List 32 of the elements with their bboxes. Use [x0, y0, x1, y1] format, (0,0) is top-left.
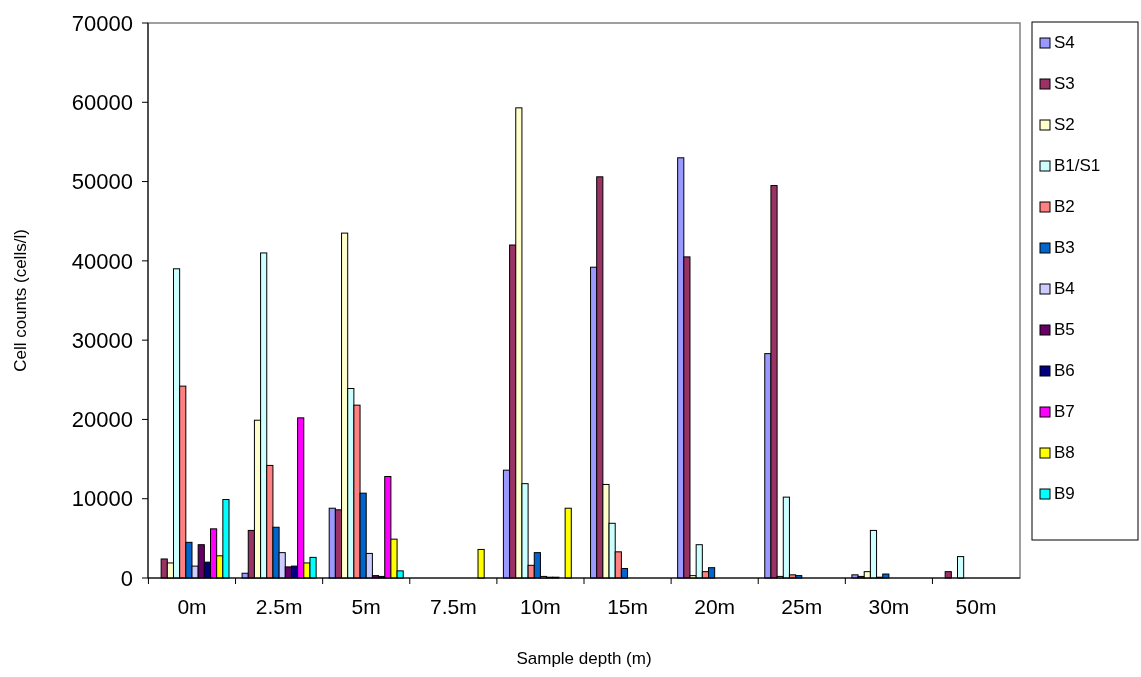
legend-label: B2 — [1054, 197, 1075, 216]
y-tick-label: 20000 — [71, 407, 133, 433]
x-tick-label: 5m — [351, 595, 381, 618]
legend-label: B3 — [1054, 238, 1075, 257]
y-tick-label: 40000 — [71, 248, 133, 274]
y-tick-label: 30000 — [71, 327, 133, 353]
x-tick-label: 15m — [607, 595, 648, 618]
x-tick-label: 25m — [781, 595, 823, 618]
y-tick-label: 70000 — [71, 10, 133, 36]
y-tick-label: 60000 — [71, 89, 133, 115]
legend-label: S3 — [1054, 74, 1075, 93]
y-tick-label: 50000 — [71, 169, 133, 195]
y-axis-title: Cell counts (cells/l) — [11, 229, 30, 372]
legend-label: B6 — [1054, 361, 1075, 380]
x-tick-label: 7.5m — [429, 595, 477, 618]
x-tick-label: 20m — [694, 595, 736, 618]
x-tick-label: 2.5m — [255, 595, 303, 618]
x-tick-label: 0m — [177, 595, 207, 618]
legend-label: B4 — [1054, 279, 1075, 298]
legend-label: B5 — [1054, 320, 1075, 339]
x-tick-label: 50m — [955, 595, 997, 618]
legend-label: B7 — [1054, 402, 1075, 421]
legend-label: B1/S1 — [1054, 156, 1101, 175]
x-tick-label: 10m — [520, 595, 561, 618]
legend-label: B8 — [1054, 443, 1075, 462]
x-tick-label: 30m — [868, 595, 910, 618]
legend-label: B9 — [1054, 484, 1075, 503]
legend-label: S2 — [1054, 115, 1075, 134]
y-tick-label: 10000 — [71, 486, 133, 512]
x-axis-title: Sample depth (m) — [516, 649, 652, 668]
y-tick-label: 0 — [120, 565, 133, 591]
legend-label: S4 — [1054, 33, 1075, 52]
